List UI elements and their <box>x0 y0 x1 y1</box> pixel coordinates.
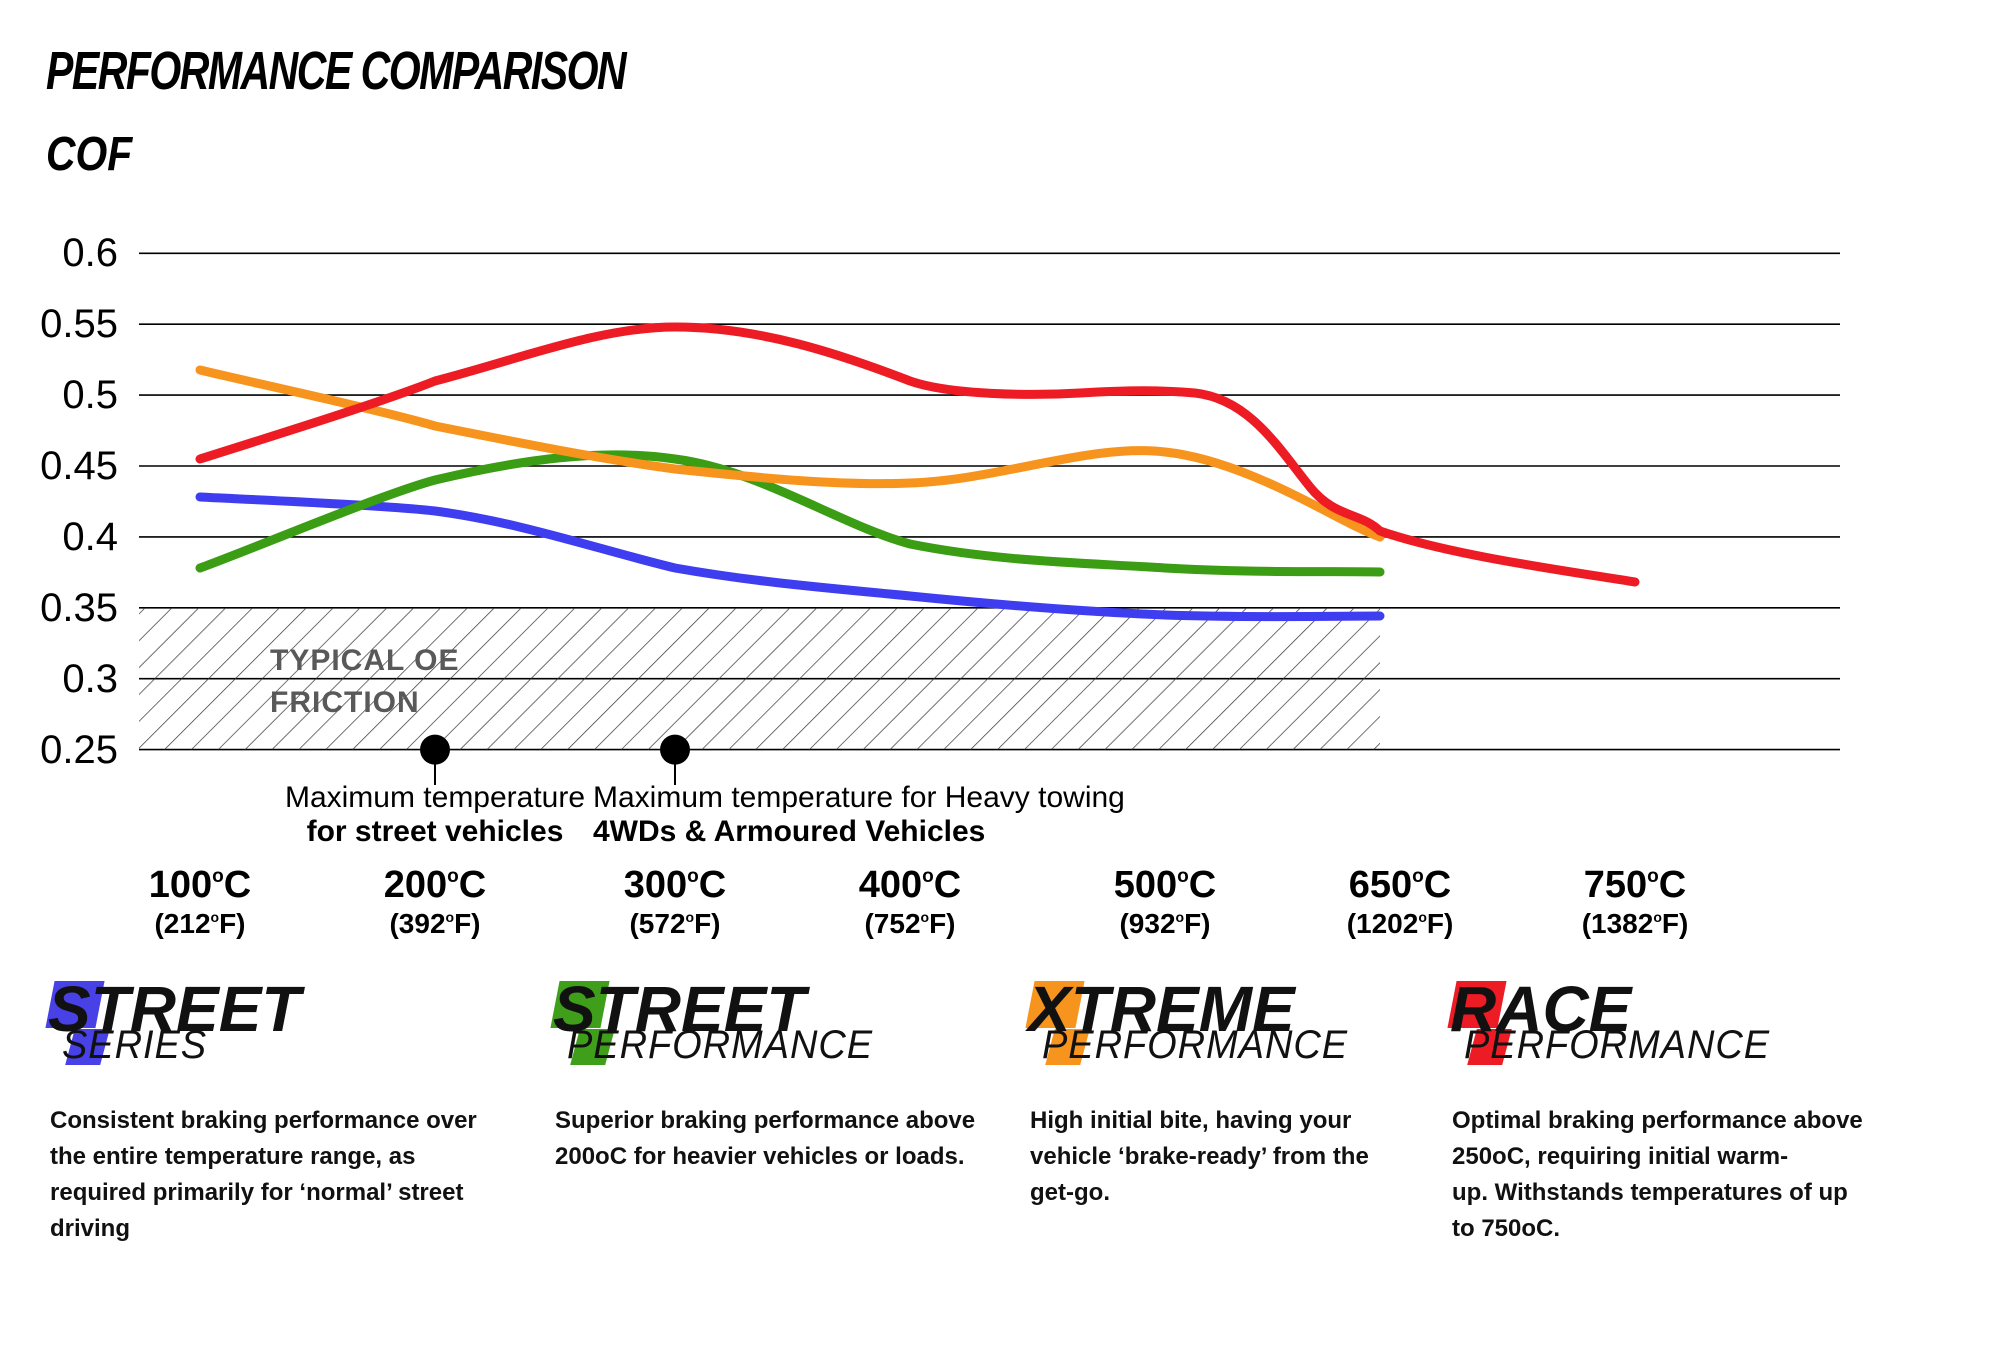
svg-text:300oC: 300oC <box>624 864 726 906</box>
svg-text:Maximum temperature: Maximum temperature <box>285 781 585 814</box>
svg-text:0.55: 0.55 <box>40 302 118 346</box>
svg-text:650oC: 650oC <box>1349 864 1451 906</box>
svg-text:(572oF): (572oF) <box>629 908 720 939</box>
svg-text:0.6: 0.6 <box>62 231 118 275</box>
svg-text:400oC: 400oC <box>859 864 961 906</box>
svg-text:100oC: 100oC <box>149 864 251 906</box>
svg-text:TYPICAL OE: TYPICAL OE <box>270 644 459 677</box>
svg-text:0.45: 0.45 <box>40 444 118 488</box>
svg-text:(212oF): (212oF) <box>154 908 245 939</box>
svg-text:0.4: 0.4 <box>62 515 118 559</box>
svg-text:0.35: 0.35 <box>40 586 118 630</box>
svg-text:200oC: 200oC <box>384 864 486 906</box>
svg-text:FRICTION: FRICTION <box>270 686 420 719</box>
svg-text:0.25: 0.25 <box>40 728 118 772</box>
svg-text:(1382oF): (1382oF) <box>1582 908 1689 939</box>
svg-text:750oC: 750oC <box>1584 864 1686 906</box>
svg-text:Maximum temperature for Heavy: Maximum temperature for Heavy towing <box>593 781 1125 814</box>
svg-text:4WDs & Armoured Vehicles: 4WDs & Armoured Vehicles <box>593 815 985 848</box>
svg-text:(932oF): (932oF) <box>1119 908 1210 939</box>
svg-text:(1202oF): (1202oF) <box>1347 908 1454 939</box>
svg-text:0.5: 0.5 <box>62 373 118 417</box>
svg-text:for street vehicles: for street vehicles <box>307 815 564 848</box>
svg-text:0.3: 0.3 <box>62 657 118 701</box>
svg-text:(392oF): (392oF) <box>389 908 480 939</box>
svg-text:(752oF): (752oF) <box>864 908 955 939</box>
svg-text:500oC: 500oC <box>1114 864 1216 906</box>
